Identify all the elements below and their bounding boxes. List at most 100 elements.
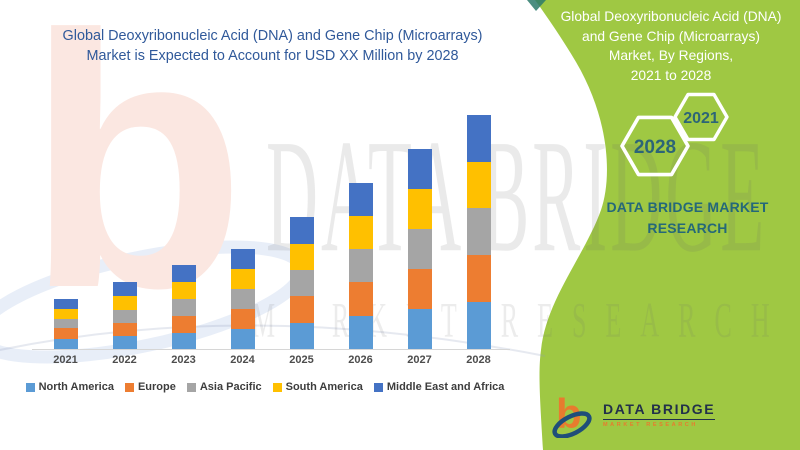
databridge-logo: b DATA BRIDGE MARKET RESEARCH	[550, 390, 716, 438]
legend-item-europe: Europe	[124, 381, 176, 393]
bar-segment-2024-north-america	[230, 329, 255, 349]
x-axis-label-2021: 2021	[53, 354, 78, 366]
stacked-bar-2025	[289, 217, 314, 349]
logo-underline	[603, 418, 716, 420]
bar-slot-2027	[390, 89, 449, 349]
bar-segment-2021-middle-east-and-africa	[53, 299, 78, 309]
bar-segment-2028-middle-east-and-africa	[466, 115, 491, 162]
bar-segment-2028-europe	[466, 255, 491, 302]
chart-title-line2: Market is Expected to Account for USD XX…	[86, 48, 459, 64]
year-hexagons: 2028 2021	[620, 92, 729, 177]
legend-label: Middle East and Africa	[386, 381, 505, 393]
bar-slot-2021	[36, 89, 95, 349]
bar-segment-2025-asia-pacific	[289, 270, 314, 296]
bar-segment-2023-asia-pacific	[171, 299, 196, 316]
stacked-bar-2028	[466, 115, 491, 349]
x-axis-label-2025: 2025	[289, 354, 314, 366]
bar-segment-2028-north-america	[466, 302, 491, 349]
bar-segment-2027-south-america	[407, 189, 432, 229]
x-axis-line	[32, 349, 510, 350]
stacked-bar-2024	[230, 249, 255, 349]
chart-title: Global Deoxyribonucleic Acid (DNA) and G…	[15, 26, 530, 66]
stacked-bar-2021	[53, 299, 78, 349]
logo-name: DATA BRIDGE	[603, 400, 716, 417]
stacked-bar-2022	[112, 282, 137, 349]
bar-segment-2027-asia-pacific	[407, 229, 432, 269]
bar-slot-2022	[95, 89, 154, 349]
hexagon-2028-outline	[620, 115, 690, 177]
bar-segment-2024-south-america	[230, 269, 255, 289]
side-panel-brand-text: DATA BRIDGE MARKET RESEARCH	[575, 197, 800, 239]
legend-label: Asia Pacific	[199, 381, 262, 393]
bar-segment-2021-north-america	[53, 339, 78, 349]
stacked-bar-2026	[348, 183, 373, 349]
logo-tagline: MARKET RESEARCH	[603, 421, 698, 428]
bar-segment-2021-europe	[53, 328, 78, 339]
side-panel-title-line: Market, By Regions,	[608, 48, 734, 63]
bar-segment-2021-asia-pacific	[53, 319, 78, 328]
bar-segment-2025-north-america	[289, 323, 314, 349]
chart-legend: North America Europe Asia Pacific South Ame…	[12, 381, 518, 393]
x-axis-labels: 2021 2022 2023 2024 2025 2026 2027 2028	[36, 354, 508, 366]
bar-segment-2028-asia-pacific	[466, 208, 491, 255]
bar-segment-2025-south-america	[289, 244, 314, 270]
bar-segment-2023-middle-east-and-africa	[171, 265, 196, 282]
bar-segment-2024-middle-east-and-africa	[230, 249, 255, 269]
bar-slot-2028	[449, 89, 508, 349]
brand-text-line1: DATA BRIDGE MARKET	[606, 199, 769, 215]
side-panel-title-line: Global Deoxyribonucleic Acid (DNA)	[560, 9, 782, 24]
legend-item-middle-east-and-africa: Middle East and Africa	[373, 381, 505, 393]
bar-segment-2022-middle-east-and-africa	[112, 282, 137, 296]
bar-segment-2025-europe	[289, 296, 314, 323]
bar-segment-2022-south-america	[112, 296, 137, 310]
hexagon-2028-label: 2028	[634, 137, 676, 158]
bar-segment-2027-europe	[407, 269, 432, 309]
legend-swatch	[373, 382, 383, 392]
x-axis-label-2028: 2028	[466, 354, 491, 366]
legend-item-north-america: North America	[25, 381, 114, 393]
x-axis-label-2027: 2027	[407, 354, 432, 366]
bar-segment-2026-europe	[348, 282, 373, 316]
bar-segment-2022-north-america	[112, 336, 137, 349]
stacked-bar-chart	[36, 89, 508, 349]
bar-segment-2022-europe	[112, 323, 137, 336]
hexagon-2021-label: 2021	[683, 110, 719, 127]
bar-segment-2027-north-america	[407, 309, 432, 349]
bar-segment-2026-middle-east-and-africa	[348, 183, 373, 216]
bar-segment-2024-europe	[230, 309, 255, 329]
legend-item-south-america: South America	[272, 381, 363, 393]
bar-segment-2025-middle-east-and-africa	[289, 217, 314, 244]
databridge-logo-mark: b	[552, 390, 592, 438]
green-panel-shape	[535, 0, 800, 450]
legend-swatch	[186, 382, 196, 392]
brand-text-line2: RESEARCH	[647, 220, 728, 236]
bar-slot-2025	[272, 89, 331, 349]
legend-swatch	[124, 382, 134, 392]
legend-label: Europe	[137, 381, 176, 393]
bar-segment-2021-south-america	[53, 309, 78, 319]
watermark-sub-text: MARKET RESEARCH	[252, 293, 789, 349]
legend-swatch	[272, 382, 282, 392]
teal-accent-triangle	[527, 0, 546, 11]
side-panel-title-line: 2021 to 2028	[630, 67, 712, 83]
x-axis-label-2026: 2026	[348, 354, 373, 366]
x-axis-label-2022: 2022	[112, 354, 137, 366]
bar-segment-2028-south-america	[466, 162, 491, 208]
bar-slot-2023	[154, 89, 213, 349]
bar-segment-2027-middle-east-and-africa	[407, 149, 432, 189]
x-axis-label-2024: 2024	[230, 354, 255, 366]
x-axis-label-2023: 2023	[171, 354, 196, 366]
hexagon-2021-outline	[673, 92, 729, 142]
bar-segment-2023-europe	[171, 316, 196, 333]
bar-segment-2026-asia-pacific	[348, 249, 373, 282]
side-panel-title-line: and Gene Chip (Microarrays)	[582, 28, 760, 44]
bar-segment-2026-north-america	[348, 316, 373, 349]
bar-slot-2024	[213, 89, 272, 349]
legend-label: North America	[38, 381, 114, 393]
bar-slot-2026	[331, 89, 390, 349]
logo-swoosh	[552, 411, 592, 438]
databridge-logo-text: DATA BRIDGE MARKET RESEARCH	[603, 400, 716, 428]
side-panel-title: Global Deoxyribonucleic Acid (DNA) and G…	[545, 7, 797, 85]
bar-segment-2023-south-america	[171, 282, 196, 299]
